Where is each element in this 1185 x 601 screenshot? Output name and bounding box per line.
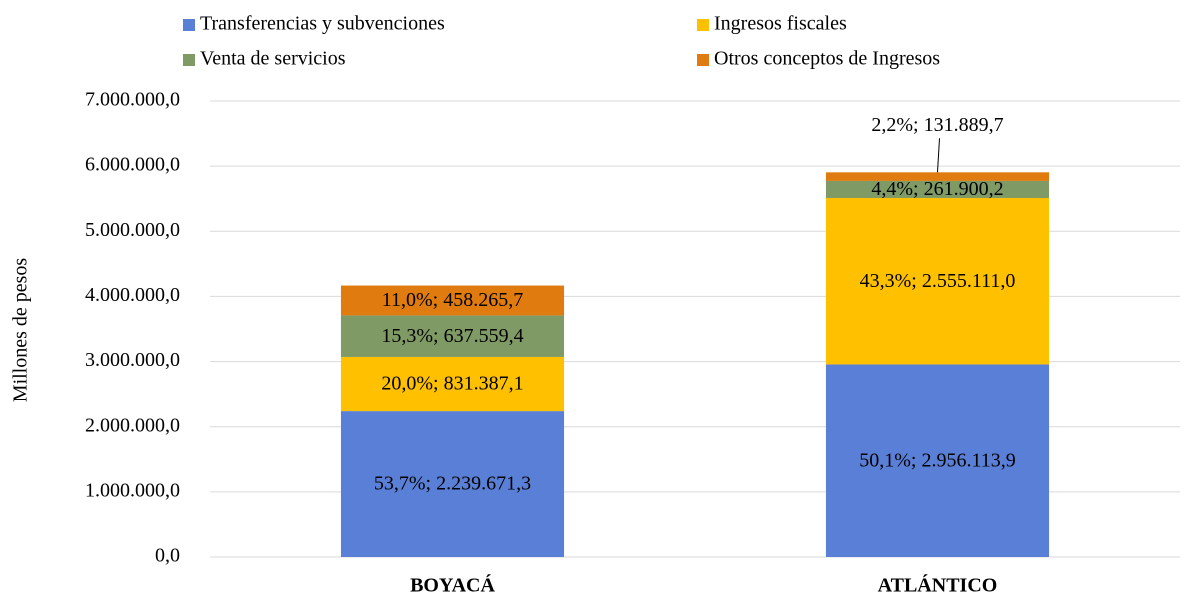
y-tick-label: 2.000.000,0 [85,414,180,436]
x-tick-label: BOYACÁ [410,574,495,597]
data-label: 53,7%; 2.239.671,3 [374,473,531,495]
data-label: 15,3%; 637.559,4 [381,325,523,347]
legend-label: Otros conceptos de Ingresos [714,48,940,70]
data-label: 50,1%; 2.956.113,9 [859,449,1015,471]
bar-segment [340,315,565,357]
bar-segment [825,172,1050,181]
y-tick-label: 5.000.000,0 [85,219,180,241]
bar-segment [825,197,1050,365]
bar-segment [825,180,1050,198]
y-axis-label: Millones de pesos [10,258,32,403]
data-label: 2,2%; 131.889,7 [871,114,1003,136]
leader-line [937,138,940,173]
y-tick-label: 6.000.000,0 [85,154,180,176]
x-tick-label: ATLÁNTICO [878,574,998,597]
legend-swatch [183,19,195,31]
bar-segment [825,364,1050,557]
y-tick-label: 1.000.000,0 [85,479,180,501]
data-label: 11,0%; 458.265,7 [382,289,523,311]
legend-swatch [697,19,709,31]
y-tick-label: 0,0 [155,545,180,567]
data-label: 20,0%; 831.387,1 [381,373,523,395]
data-label: 43,3%; 2.555.111,0 [860,270,1016,292]
legend-label: Ingresos fiscales [714,13,847,35]
bar-segment [340,411,565,557]
y-tick-label: 7.000.000,0 [85,89,180,111]
data-label: 4,4%; 261.900,2 [871,178,1003,200]
y-tick-label: 4.000.000,0 [85,284,180,306]
legend-swatch [183,54,195,66]
legend-label: Venta de servicios [200,48,346,70]
bar-segment [340,285,565,316]
y-tick-label: 3.000.000,0 [85,349,180,371]
legend-label: Transferencias y subvenciones [200,13,445,35]
legend-swatch [697,54,709,66]
bar-segment [340,356,565,412]
